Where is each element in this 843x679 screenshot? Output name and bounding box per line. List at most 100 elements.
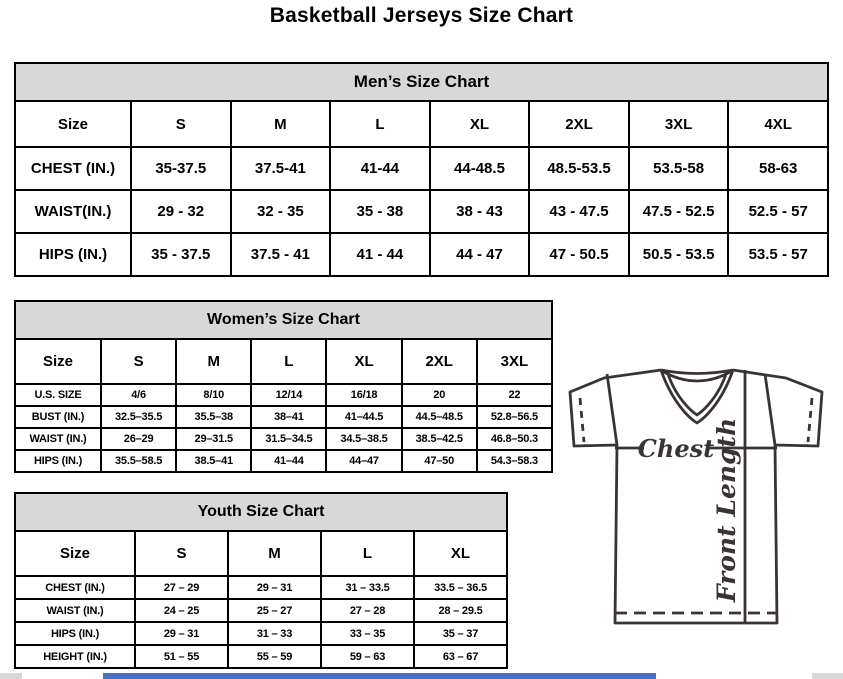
table-cell: 38.5–41 bbox=[175, 449, 253, 473]
jersey-cuff-right-dashed bbox=[806, 397, 814, 443]
jersey-collar-top bbox=[660, 368, 734, 375]
column-header: 2XL bbox=[528, 100, 630, 148]
table-cell: 35 - 38 bbox=[329, 189, 431, 234]
table-row: HIPS (IN.) 35.5–58.5 38.5–41 41–44 44–47 47–5… bbox=[14, 449, 554, 473]
table-cell: 47 - 50.5 bbox=[528, 232, 630, 277]
youth-size-table: Size S M L XL CHEST (IN.) 27 – 29 29 – 31 31 – 3… bbox=[14, 530, 508, 669]
table-cell: 4/6 bbox=[99, 383, 178, 407]
column-header: S bbox=[130, 100, 232, 148]
table-cell: 29 – 31 bbox=[227, 575, 322, 600]
table-cell: 52.8–56.5 bbox=[475, 405, 554, 429]
column-header-row: Size S M L XL bbox=[14, 530, 508, 577]
table-cell: 43 - 47.5 bbox=[528, 189, 630, 234]
scrollbar-left-button[interactable] bbox=[0, 673, 22, 679]
table-cell: 52.5 - 57 bbox=[727, 189, 829, 234]
table-row: WAIST (IN.) 24 – 25 25 – 27 27 – 28 28 – 29.… bbox=[14, 598, 508, 623]
table-cell: 20 bbox=[400, 383, 478, 407]
table-cell: 24 – 25 bbox=[134, 598, 229, 623]
table-cell: 44.5–48.5 bbox=[400, 405, 478, 429]
column-header: S bbox=[99, 338, 178, 385]
womens-chart-title: Women’s Size Chart bbox=[14, 300, 553, 338]
column-header: L bbox=[250, 338, 328, 385]
table-cell: 41-44 bbox=[329, 146, 431, 191]
table-cell: 31.5–34.5 bbox=[250, 427, 328, 451]
table-cell: 16/18 bbox=[325, 383, 403, 407]
table-cell: 54.3–58.3 bbox=[475, 449, 554, 473]
column-header: XL bbox=[325, 338, 403, 385]
scrollbar-thumb[interactable] bbox=[103, 673, 656, 679]
table-cell: 31 – 33.5 bbox=[320, 575, 415, 600]
table-cell: 63 – 67 bbox=[413, 644, 508, 669]
table-cell: 37.5 - 41 bbox=[229, 232, 332, 277]
column-header: 3XL bbox=[475, 338, 554, 385]
mens-size-table: Size S M L XL 2XL 3XL 4XL CHEST (IN.) 35-37.5 37.5… bbox=[14, 100, 829, 277]
table-cell: 47.5 - 52.5 bbox=[627, 189, 730, 234]
jersey-measurement-diagram: Chest Front Length bbox=[568, 368, 824, 625]
column-header-row: Size S M L XL 2XL 3XL 4XL bbox=[14, 100, 829, 148]
table-cell: 31 – 33 bbox=[227, 621, 322, 646]
table-cell: 33.5 – 36.5 bbox=[413, 575, 508, 600]
column-header: S bbox=[134, 530, 229, 577]
table-cell: 33 – 35 bbox=[320, 621, 415, 646]
row-label: HIPS (IN.) bbox=[14, 232, 132, 277]
table-cell: 38.5–42.5 bbox=[400, 427, 478, 451]
column-header-row: Size S M L XL 2XL 3XL bbox=[14, 338, 554, 385]
row-label: HEIGHT (IN.) bbox=[14, 644, 136, 669]
table-cell: 47–50 bbox=[400, 449, 478, 473]
row-label: BUST (IN.) bbox=[14, 405, 102, 429]
table-cell: 46.8–50.3 bbox=[475, 427, 554, 451]
table-cell: 35 – 37 bbox=[413, 621, 508, 646]
womens-size-chart-section: Women’s Size Chart Size S M L XL 2XL 3XL U.S. S… bbox=[14, 300, 554, 473]
column-header: 4XL bbox=[727, 100, 829, 148]
column-header: XL bbox=[428, 100, 531, 148]
table-cell: 51 – 55 bbox=[134, 644, 229, 669]
table-row: HEIGHT (IN.) 51 – 55 55 – 59 59 – 63 63 – 67 bbox=[14, 644, 508, 669]
jersey-collar-inner-v bbox=[665, 370, 729, 417]
column-header: M bbox=[229, 100, 332, 148]
row-label: CHEST (IN.) bbox=[14, 146, 132, 191]
table-cell: 41–44 bbox=[250, 449, 328, 473]
table-cell: 32 - 35 bbox=[229, 189, 332, 234]
table-cell: 29 - 32 bbox=[130, 189, 232, 234]
table-cell: 8/10 bbox=[175, 383, 253, 407]
column-header: L bbox=[329, 100, 431, 148]
table-cell: 25 – 27 bbox=[227, 598, 322, 623]
row-label: U.S. SIZE bbox=[14, 383, 102, 407]
table-cell: 28 – 29.5 bbox=[413, 598, 508, 623]
jersey-cuff-left-dashed bbox=[578, 397, 586, 443]
table-cell: 29 – 31 bbox=[134, 621, 229, 646]
column-header: Size bbox=[14, 530, 136, 577]
column-header: Size bbox=[14, 338, 102, 385]
table-cell: 44–47 bbox=[325, 449, 403, 473]
column-header: XL bbox=[413, 530, 508, 577]
table-cell: 41 - 44 bbox=[329, 232, 431, 277]
youth-chart-title: Youth Size Chart bbox=[14, 492, 508, 530]
row-label: WAIST (IN.) bbox=[14, 598, 136, 623]
table-row: WAIST(IN.) 29 - 32 32 - 35 35 - 38 38 - 43 43… bbox=[14, 189, 829, 234]
table-row: BUST (IN.) 32.5–35.5 35.5–38 38–41 41–44.5 44… bbox=[14, 405, 554, 429]
table-cell: 38 - 43 bbox=[428, 189, 531, 234]
row-label: CHEST (IN.) bbox=[14, 575, 136, 600]
table-cell: 50.5 - 53.5 bbox=[627, 232, 730, 277]
table-cell: 34.5–38.5 bbox=[325, 427, 403, 451]
table-cell: 59 – 63 bbox=[320, 644, 415, 669]
table-cell: 12/14 bbox=[250, 383, 328, 407]
page-title: Basketball Jerseys Size Chart bbox=[269, 4, 574, 27]
table-cell: 41–44.5 bbox=[325, 405, 403, 429]
table-row: WAIST (IN.) 26–29 29–31.5 31.5–34.5 34.5–38.… bbox=[14, 427, 554, 451]
column-header: L bbox=[320, 530, 415, 577]
table-cell: 48.5-53.5 bbox=[528, 146, 630, 191]
table-cell: 27 – 29 bbox=[134, 575, 229, 600]
jersey-seam-right bbox=[763, 373, 777, 446]
table-row: HIPS (IN.) 29 – 31 31 – 33 33 – 35 35 – 37 bbox=[14, 621, 508, 646]
column-header: M bbox=[227, 530, 322, 577]
table-cell: 35 - 37.5 bbox=[130, 232, 232, 277]
table-cell: 38–41 bbox=[250, 405, 328, 429]
table-row: CHEST (IN.) 27 – 29 29 – 31 31 – 33.5 33.5 –… bbox=[14, 575, 508, 600]
mens-size-chart-section: Men’s Size Chart Size S M L XL 2XL 3XL 4XL CHEST… bbox=[14, 62, 829, 277]
column-header: Size bbox=[14, 100, 132, 148]
table-cell: 35-37.5 bbox=[130, 146, 232, 191]
scrollbar-right-button[interactable] bbox=[812, 673, 843, 679]
jersey-outline-shape bbox=[568, 368, 824, 625]
